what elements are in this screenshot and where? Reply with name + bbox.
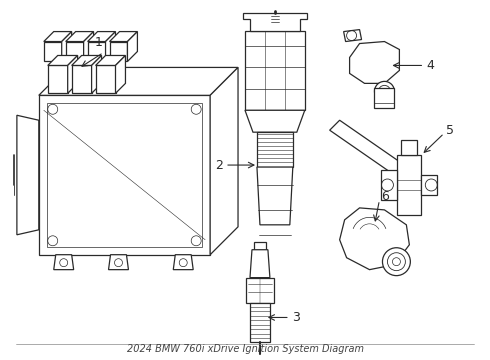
Polygon shape: [374, 88, 394, 108]
Polygon shape: [68, 55, 77, 93]
Polygon shape: [340, 208, 409, 270]
Polygon shape: [44, 41, 62, 62]
Polygon shape: [72, 66, 92, 93]
Polygon shape: [110, 32, 137, 41]
Polygon shape: [88, 41, 105, 62]
Polygon shape: [250, 302, 270, 342]
Bar: [50, 67, 66, 91]
Text: 5: 5: [446, 124, 454, 137]
Polygon shape: [96, 66, 116, 93]
Bar: [47, 103, 202, 247]
Text: 2024 BMW 760i xDrive Ignition System Diagram: 2024 BMW 760i xDrive Ignition System Dia…: [126, 344, 364, 354]
Text: 1: 1: [95, 36, 102, 49]
Polygon shape: [84, 32, 94, 62]
Polygon shape: [66, 32, 94, 41]
Bar: [46, 44, 60, 59]
Polygon shape: [401, 140, 417, 155]
Polygon shape: [243, 13, 307, 31]
Polygon shape: [66, 41, 84, 62]
Polygon shape: [382, 170, 397, 200]
Polygon shape: [421, 175, 437, 195]
Polygon shape: [44, 32, 72, 41]
Polygon shape: [254, 242, 266, 250]
Polygon shape: [245, 31, 305, 110]
Polygon shape: [72, 55, 101, 66]
Circle shape: [383, 248, 410, 276]
Polygon shape: [62, 32, 72, 62]
Polygon shape: [257, 167, 293, 225]
Polygon shape: [105, 32, 116, 62]
Polygon shape: [48, 55, 77, 66]
Polygon shape: [257, 132, 293, 167]
Polygon shape: [88, 32, 116, 41]
Polygon shape: [39, 95, 210, 255]
Circle shape: [374, 81, 394, 101]
Bar: [112, 44, 125, 59]
Polygon shape: [39, 67, 238, 95]
Text: 4: 4: [426, 59, 434, 72]
Polygon shape: [54, 255, 74, 270]
Polygon shape: [17, 115, 39, 235]
Polygon shape: [48, 66, 68, 93]
Polygon shape: [245, 110, 305, 132]
Polygon shape: [92, 55, 101, 93]
Polygon shape: [349, 41, 399, 84]
Bar: [74, 67, 90, 91]
Polygon shape: [250, 250, 270, 278]
Bar: [90, 44, 103, 59]
Polygon shape: [246, 278, 274, 302]
Polygon shape: [127, 32, 137, 62]
Polygon shape: [173, 255, 193, 270]
Polygon shape: [96, 55, 125, 66]
Polygon shape: [108, 255, 128, 270]
Polygon shape: [343, 30, 362, 41]
Text: 3: 3: [292, 311, 300, 324]
Polygon shape: [210, 67, 238, 255]
Bar: [68, 44, 82, 59]
Text: 2: 2: [215, 158, 223, 172]
Polygon shape: [110, 41, 127, 62]
Text: 6: 6: [382, 190, 390, 203]
Polygon shape: [116, 55, 125, 93]
Bar: [98, 67, 114, 91]
Polygon shape: [330, 120, 404, 175]
Polygon shape: [397, 155, 421, 215]
